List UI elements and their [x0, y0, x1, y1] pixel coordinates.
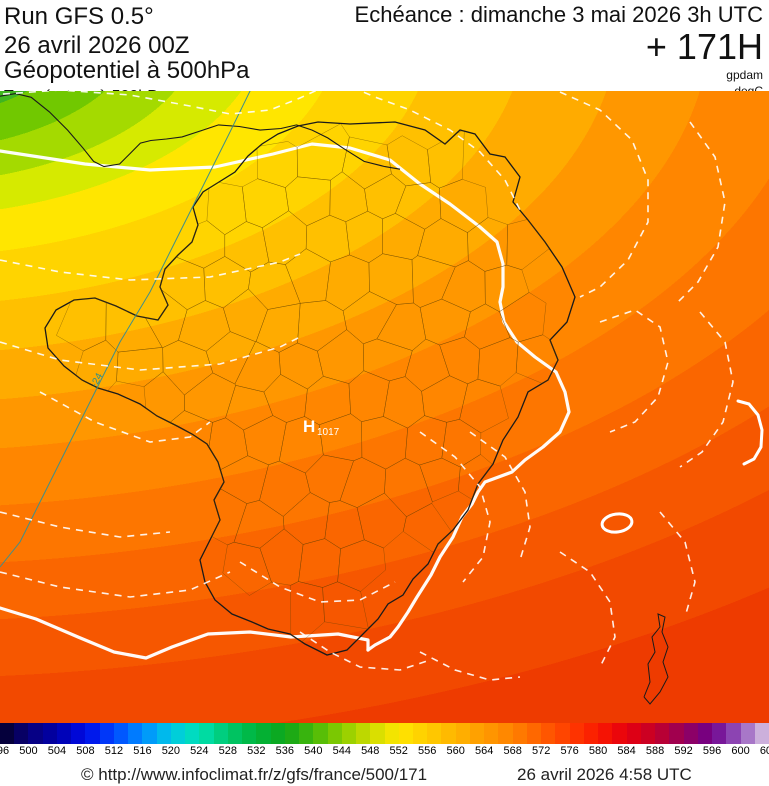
- svg-text:1017: 1017: [317, 427, 340, 438]
- svg-text:-24: -24: [89, 371, 106, 389]
- svg-text:H: H: [303, 417, 315, 436]
